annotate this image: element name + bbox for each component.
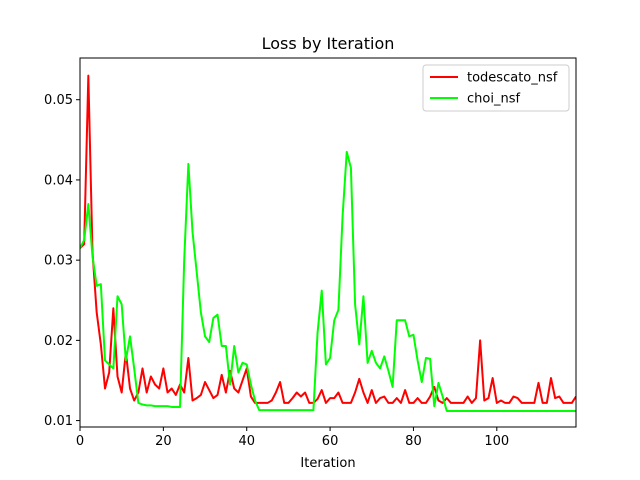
series-line-choi-nsf	[80, 150, 576, 412]
x-tick-label: 0	[76, 434, 84, 449]
chart-title: Loss by Iteration	[262, 34, 395, 53]
y-axis-ticks: 0.01 0.02 0.03 0.04 0.05	[44, 93, 80, 429]
y-tick-label: 0.05	[44, 93, 73, 108]
legend: todescato_nsf choi_nsf	[422, 64, 570, 112]
y-tick-label: 0.01	[44, 414, 73, 429]
legend-label: todescato_nsf	[467, 71, 558, 86]
y-tick-label: 0.03	[44, 254, 73, 269]
x-tick-label: 60	[322, 434, 339, 449]
plot-area	[79, 57, 577, 428]
x-tick-label: 80	[405, 434, 422, 449]
axes-frame	[79, 57, 577, 428]
x-axis-ticks: 0 20 40 60 80 100	[76, 427, 509, 449]
series-line-todescato-nsf	[80, 74, 576, 404]
legend-label: choi_nsf	[467, 92, 520, 107]
series-layer	[80, 74, 576, 412]
y-tick-label: 0.02	[44, 334, 73, 349]
legend-box	[422, 64, 570, 112]
x-tick-label: 100	[484, 434, 509, 449]
x-tick-label: 40	[238, 434, 255, 449]
x-axis-label: Iteration	[300, 456, 355, 471]
y-tick-label: 0.04	[44, 173, 73, 188]
x-tick-label: 20	[155, 434, 172, 449]
